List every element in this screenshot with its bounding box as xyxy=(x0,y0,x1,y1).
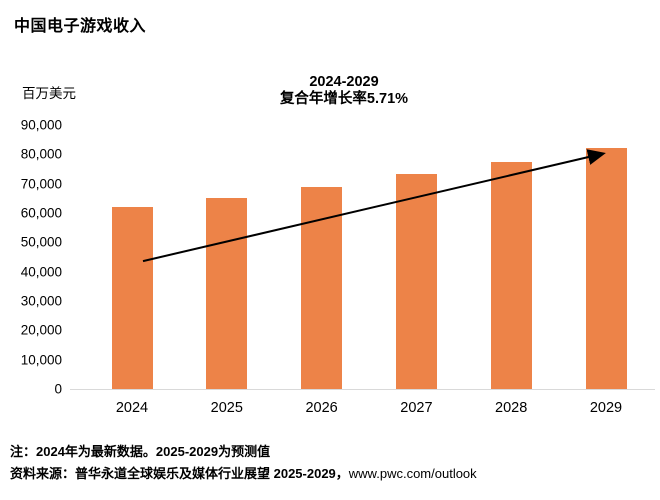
footer-source: 资料来源：普华永道全球娱乐及媒体行业展望 2025-2029，www.pwc.c… xyxy=(10,463,477,482)
bar-2028 xyxy=(490,161,532,389)
cagr-annotation: 2024-2029 复合年增长率5.71% xyxy=(194,74,494,108)
x-axis-tick-label: 2028 xyxy=(495,400,528,416)
y-axis-tick-label: 0 xyxy=(54,381,62,397)
bar-2025 xyxy=(206,198,248,389)
x-axis-tick-label: 2024 xyxy=(115,400,149,416)
y-axis-unit-label: 百万美元 xyxy=(22,86,76,101)
x-axis-tick-label: 2027 xyxy=(400,400,433,416)
y-axis-tick-label: 60,000 xyxy=(20,205,62,221)
x-axis-tick-label: 2029 xyxy=(589,400,623,416)
cagr-annotation-rate: 复合年增长率5.71% xyxy=(279,91,409,107)
x-axis-tick-label: 2025 xyxy=(210,400,243,416)
bar-2024 xyxy=(111,207,153,389)
cagr-annotation-period: 2024-2029 xyxy=(309,74,379,90)
chart-title: 中国电子游戏收入 xyxy=(14,18,147,35)
y-axis-tick-label: 10,000 xyxy=(20,352,62,368)
x-axis-baseline xyxy=(70,389,655,390)
y-axis-tick-label: 50,000 xyxy=(20,234,62,250)
bar-2029 xyxy=(585,148,627,389)
y-axis-tick-label: 90,000 xyxy=(20,117,62,133)
y-axis-tick-label: 70,000 xyxy=(20,176,62,192)
bar-2026 xyxy=(301,187,343,389)
footer-source-text: 资料来源：普华永道全球娱乐及媒体行业展望 2025-2029， xyxy=(10,466,349,481)
y-axis-tick-label: 20,000 xyxy=(20,322,62,338)
y-axis-tick-label: 30,000 xyxy=(20,293,62,309)
y-axis-tick-label: 80,000 xyxy=(20,146,62,162)
footer-source-url: www.pwc.com/outlook xyxy=(348,466,477,481)
x-axis-tick-label: 2026 xyxy=(305,400,338,416)
footer-note: 注：2024年为最新数据。2025-2029为预测值 xyxy=(10,444,271,459)
bar-2027 xyxy=(395,173,437,389)
y-axis-tick-label: 40,000 xyxy=(20,264,62,280)
